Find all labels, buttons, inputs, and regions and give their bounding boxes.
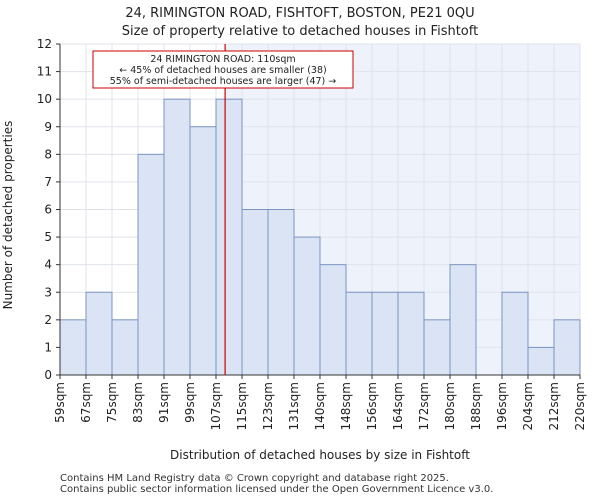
histogram-bar [423,319,451,376]
histogram-bar [371,291,399,376]
histogram-bar [293,236,321,376]
histogram-bar [241,209,269,376]
x-tick-label: 164sqm [391,382,405,430]
histogram-bar [163,98,191,376]
x-tick-label: 172sqm [417,382,431,430]
histogram-bar [501,291,529,376]
histogram-bar [345,291,373,376]
annotation-box: 24 RIMINGTON ROAD: 110sqm ← 45% of detac… [92,50,354,89]
y-tick-label: 7 [44,175,52,189]
x-tick-label: 75sqm [105,382,119,423]
x-tick-label: 196sqm [495,382,509,430]
footer-line-2: Contains public sector information licen… [60,484,494,495]
x-tick-label: 204sqm [521,382,535,430]
histogram-bar [111,319,139,376]
histogram-bar [527,346,555,376]
x-tick-label: 212sqm [547,382,561,430]
x-tick-label: 99sqm [183,382,197,423]
x-axis-label: Distribution of detached houses by size … [170,448,470,462]
y-tick-label: 12 [37,37,52,51]
histogram-bar [397,291,425,376]
x-tick-label: 156sqm [365,382,379,430]
x-tick-label: 148sqm [339,382,353,430]
y-tick-label: 5 [44,230,52,244]
x-tick-label: 115sqm [235,382,249,430]
x-tick-label: 83sqm [131,382,145,423]
histogram-bar [267,209,295,376]
y-tick-label: 0 [44,368,52,382]
x-tick-label: 220sqm [573,382,587,430]
y-tick-label: 11 [37,65,52,79]
y-tick-label: 10 [37,92,52,106]
y-tick-label: 9 [44,120,52,134]
x-tick-label: 140sqm [313,382,327,430]
histogram-bar [215,98,243,376]
y-tick-label: 8 [44,147,52,161]
y-tick-label: 3 [44,285,52,299]
histogram-bar [85,291,113,376]
chart-title: 24, RIMINGTON ROAD, FISHTOFT, BOSTON, PE… [125,6,475,21]
histogram-bar [553,319,581,376]
histogram-bar [319,264,347,376]
footer-line-1: Contains HM Land Registry data © Crown c… [60,473,449,484]
chart-subtitle: Size of property relative to detached ho… [121,24,479,39]
y-tick-label: 2 [44,313,52,327]
y-tick-label: 4 [44,258,52,272]
annotation-line-2: ← 45% of detached houses are smaller (38… [119,65,326,76]
annotation-line-1: 24 RIMINGTON ROAD: 110sqm [150,54,295,65]
annotation-line-3: 55% of semi-detached houses are larger (… [110,76,337,87]
x-tick-label: 123sqm [261,382,275,430]
histogram-bar [137,153,165,376]
histogram-bar [449,264,477,376]
x-tick-label: 131sqm [287,382,301,430]
x-tick-label: 91sqm [157,382,171,423]
x-tick-label: 59sqm [53,382,67,423]
y-tick-label: 1 [44,340,52,354]
x-tick-label: 188sqm [469,382,483,430]
histogram-bar [59,319,87,376]
y-axis-label: Number of detached properties [1,121,15,310]
x-tick-label: 180sqm [443,382,457,430]
y-tick-label: 6 [44,203,52,217]
x-tick-label: 67sqm [79,382,93,423]
x-tick-label: 107sqm [209,382,223,430]
histogram-bar [189,126,217,376]
